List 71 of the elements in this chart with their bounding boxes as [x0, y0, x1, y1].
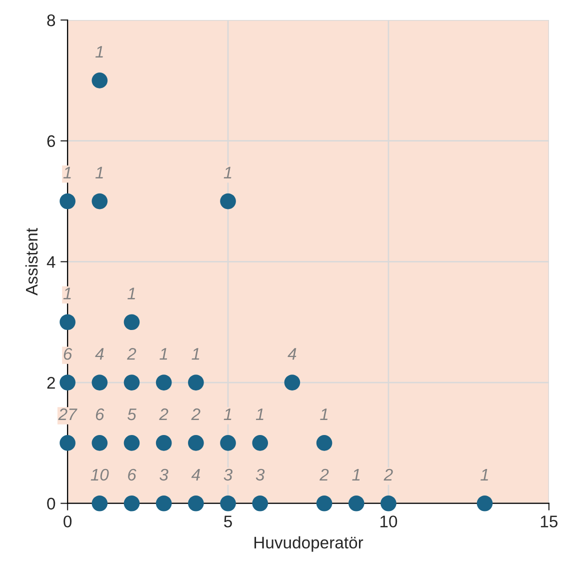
point	[220, 435, 236, 451]
point	[124, 435, 140, 451]
point	[348, 495, 364, 512]
y-axis-title: Assistent	[25, 228, 38, 296]
annotation: 1	[224, 166, 232, 178]
point	[60, 435, 76, 451]
point	[252, 495, 268, 512]
point	[124, 495, 140, 512]
point	[156, 435, 172, 451]
point	[124, 374, 140, 390]
annotation: 3	[160, 468, 168, 481]
point	[92, 72, 108, 88]
point	[380, 495, 396, 512]
point	[60, 314, 76, 330]
point	[188, 374, 204, 390]
annotation: 2	[191, 408, 200, 420]
annotation: 27	[58, 408, 78, 420]
x-tick-label: 10	[380, 516, 398, 528]
annotation: 1	[224, 408, 232, 420]
y-tick-label: 0	[47, 498, 56, 510]
annotation: 2	[127, 348, 136, 360]
annotation: 6	[96, 408, 104, 420]
annotation: 10	[90, 468, 109, 481]
x-axis-title: Huvudoperatör	[254, 536, 364, 552]
x-tick-label: 15	[540, 516, 558, 528]
annotation: 1	[160, 348, 168, 360]
point	[220, 495, 236, 512]
point	[92, 495, 108, 512]
annotation: 2	[384, 468, 393, 480]
annotation: 1	[480, 468, 488, 480]
annotation: 1	[192, 348, 200, 360]
point	[60, 193, 76, 210]
annotation: 3	[224, 468, 233, 481]
annotation: 1	[95, 46, 103, 58]
annotation: 1	[352, 468, 360, 480]
x-tick-label: 5	[224, 516, 232, 528]
annotation: 4	[191, 468, 200, 480]
annotation: 2	[159, 408, 168, 420]
y-tick-label: 4	[46, 256, 56, 268]
point	[156, 495, 172, 512]
point	[252, 435, 268, 451]
point	[124, 314, 140, 330]
annotation: 1	[63, 288, 71, 300]
annotation: 6	[64, 348, 72, 360]
point	[60, 374, 76, 390]
point	[188, 495, 204, 512]
point	[316, 435, 332, 451]
point	[284, 374, 300, 390]
annotation: 1	[95, 166, 103, 178]
point	[92, 374, 108, 390]
point	[92, 193, 108, 210]
annotation: 6	[128, 468, 136, 481]
point	[188, 435, 204, 451]
point	[316, 495, 332, 512]
y-tick-label: 8	[47, 14, 56, 26]
y-tick-label: 2	[47, 376, 55, 389]
annotation: 1	[256, 408, 264, 420]
annotation: 1	[128, 288, 135, 300]
y-tick-label: 6	[47, 135, 56, 148]
annotation: 3	[256, 468, 265, 481]
point	[156, 374, 172, 390]
point	[220, 193, 236, 210]
annotation: 1	[63, 166, 71, 178]
annotation: 1	[320, 408, 328, 420]
annotation: 4	[288, 348, 296, 360]
annotation: 2	[320, 468, 329, 480]
annotation: 5	[127, 408, 136, 420]
point	[476, 495, 493, 512]
annotation: 4	[95, 348, 104, 360]
x-tick-label: 0	[64, 516, 72, 528]
point	[92, 435, 108, 451]
